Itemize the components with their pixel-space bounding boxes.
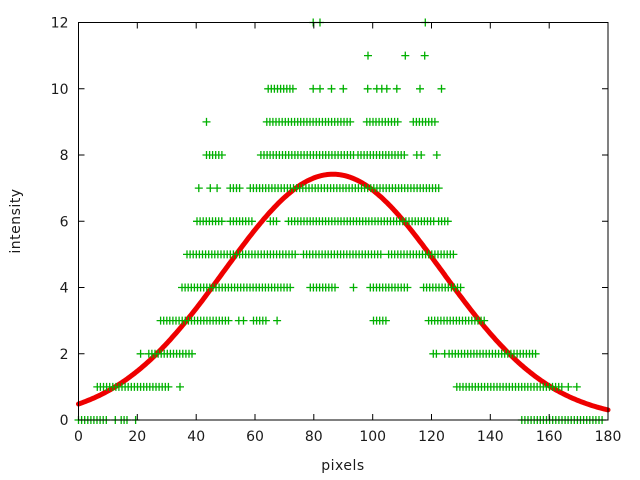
x-tick-label: 160 (536, 429, 563, 445)
y-tick-label: 6 (60, 214, 69, 230)
x-tick-label: 180 (595, 429, 622, 445)
fit-curve (76, 171, 611, 413)
x-tick-label: 80 (305, 429, 323, 445)
y-tick-label: 10 (51, 82, 69, 98)
y-tick-label: 0 (60, 413, 69, 429)
y-tick-label: 2 (60, 347, 69, 363)
scatter-points (74, 18, 607, 424)
y-tick-label: 8 (60, 148, 69, 164)
y-tick-label: 12 (51, 16, 69, 32)
x-tick-label: 140 (477, 429, 504, 445)
tick-label-layer: 0 20 40 60 80 100 120 140 160 180 0 2 4 6 8 10 12 (51, 16, 622, 446)
x-tick-label: 40 (187, 429, 205, 445)
x-tick-label: 120 (418, 429, 445, 445)
x-tick-label: 60 (246, 429, 264, 445)
x-axis-title: pixels (321, 458, 365, 474)
y-axis-title: intensity (8, 188, 24, 254)
plot-frame-layer (78, 22, 609, 421)
x-tick-label: 20 (128, 429, 146, 445)
scatter-points-layer (74, 18, 607, 424)
x-tick-label: 100 (359, 429, 386, 445)
x-tick-label: 0 (74, 429, 83, 445)
axis-ticks (78, 22, 609, 421)
fit-curve-layer (76, 171, 611, 413)
y-tick-label: 4 (60, 281, 69, 297)
